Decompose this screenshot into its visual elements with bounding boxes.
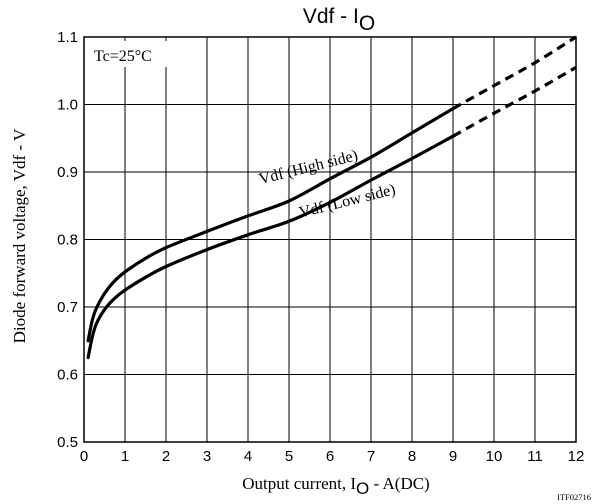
y-tick-label: 0.5 bbox=[57, 434, 78, 451]
x-axis-label-prefix: Output current, I bbox=[242, 474, 356, 493]
figure-code: ITF02716 bbox=[557, 492, 591, 502]
x-tick-label: 5 bbox=[285, 448, 293, 465]
y-tick-label: 0.7 bbox=[57, 299, 78, 316]
x-tick-label: 6 bbox=[326, 448, 334, 465]
series-line-high-side bbox=[86, 107, 455, 343]
series-label-high-side: Vdf (High side) bbox=[257, 147, 359, 188]
x-tick-label: 0 bbox=[80, 448, 88, 465]
condition-label: Tc=25°C bbox=[94, 48, 152, 65]
series-line-high-side-dashed bbox=[452, 35, 577, 110]
x-axis-label: Output current, IO - A(DC) bbox=[242, 474, 429, 498]
y-axis-label: Diode forward voltage, Vdf - V bbox=[10, 128, 29, 343]
series-line-low-side bbox=[86, 134, 455, 360]
x-tick-label: 10 bbox=[486, 448, 503, 465]
chart-title-main: Vdf - I bbox=[303, 5, 359, 28]
x-tick-label: 2 bbox=[162, 448, 170, 465]
y-tick-label: 0.9 bbox=[57, 164, 78, 181]
x-axis-label-subscript: O bbox=[356, 479, 369, 498]
series-line-low-side-dashed bbox=[452, 66, 577, 138]
x-tick-label: 4 bbox=[244, 448, 252, 465]
x-tick-label: 3 bbox=[203, 448, 211, 465]
x-axis-label-suffix: - A(DC) bbox=[369, 474, 429, 493]
tick-labels: 0 1 2 3 4 5 6 7 8 9 10 11 120.50.60.70.80.91.01.1 bbox=[57, 29, 584, 465]
chart-title-subscript: O bbox=[359, 12, 375, 35]
condition-label-box bbox=[86, 41, 178, 67]
grid bbox=[84, 37, 576, 442]
y-tick-label: 1.1 bbox=[57, 29, 78, 46]
x-tick-label: 1 bbox=[121, 448, 129, 465]
x-tick-label: 7 bbox=[367, 448, 375, 465]
y-tick-label: 1.0 bbox=[57, 97, 78, 114]
series-group: Vdf (High side)Vdf (Low side) bbox=[86, 35, 577, 360]
x-tick-label: 11 bbox=[527, 448, 543, 465]
chart-title: Vdf - IO bbox=[303, 5, 375, 35]
y-tick-label: 0.6 bbox=[57, 367, 78, 384]
x-tick-label: 8 bbox=[408, 448, 416, 465]
x-tick-label: 9 bbox=[449, 448, 457, 465]
plot-frame bbox=[83, 36, 577, 443]
y-tick-label: 0.8 bbox=[57, 232, 78, 249]
x-tick-label: 12 bbox=[568, 448, 585, 465]
